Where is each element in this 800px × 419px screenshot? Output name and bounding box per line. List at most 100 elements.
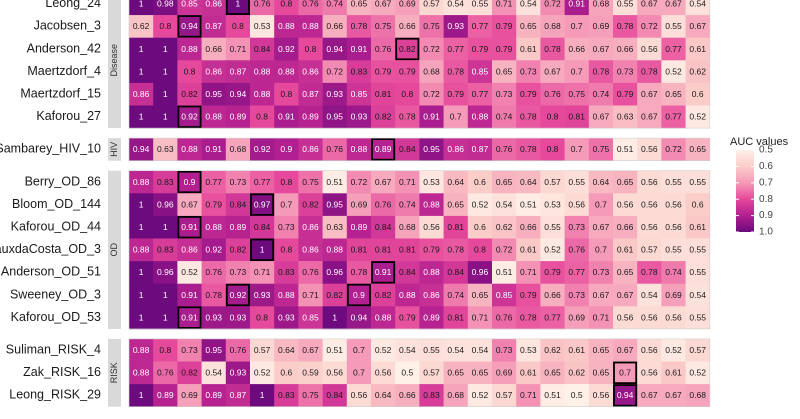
cell-value-label: 0.6 xyxy=(692,199,704,209)
cell-value-label: 0.56 xyxy=(665,199,682,209)
heatmap-cell xyxy=(613,238,638,262)
heatmap-cell xyxy=(177,37,202,61)
heatmap-cell xyxy=(540,283,565,307)
cell-value-label: 0.72 xyxy=(496,245,513,255)
heatmap-cell xyxy=(225,283,251,307)
cell-value-label: 0.72 xyxy=(423,44,440,54)
cell-value-label: 0.77 xyxy=(665,44,682,54)
cell-value-label: 0.67 xyxy=(593,44,610,54)
cell-value-label: 0.85 xyxy=(302,312,319,322)
heatmap-cell xyxy=(322,338,348,362)
heatmap-cell xyxy=(395,60,420,84)
cell-value-label: 0.87 xyxy=(205,21,222,31)
cell-value-label: 0.71 xyxy=(496,0,513,9)
heatmap-cell xyxy=(201,283,227,307)
heatmap-cell xyxy=(177,138,202,161)
heatmap-cell xyxy=(419,37,444,61)
cell-value-label: 0.71 xyxy=(472,312,489,322)
heatmap-cell xyxy=(250,283,275,307)
cell-value-label: 0.77 xyxy=(254,177,271,187)
heatmap-cell xyxy=(274,238,299,262)
cell-value-label: 0.74 xyxy=(399,199,416,209)
heatmap-cell xyxy=(467,170,493,194)
heatmap-cell xyxy=(516,105,541,129)
heatmap-cell xyxy=(492,60,517,84)
row-label: Leong_24 xyxy=(45,0,101,10)
heatmap-cell xyxy=(564,60,590,84)
heatmap-cell xyxy=(250,261,275,284)
cell-value-label: 1 xyxy=(163,66,168,76)
cell-value-label: 0.5 xyxy=(401,368,413,378)
cell-value-label: 0.82 xyxy=(375,112,392,122)
heatmap-cell xyxy=(346,338,372,362)
cell-value-label: 0.69 xyxy=(593,21,610,31)
heatmap-cell xyxy=(129,338,154,362)
cell-value-label: 0.81 xyxy=(351,245,368,255)
heatmap-cell xyxy=(588,193,614,217)
cell-value-label: 0.79 xyxy=(399,66,416,76)
colorbar-tick-label: 0.5 xyxy=(759,145,773,156)
heatmap-cell xyxy=(516,193,541,217)
heatmap-cell xyxy=(637,0,662,16)
heatmap-grid: Disease Leong_24 1 0.98 0.85 0.86 1 0.76 0.8 0.76… xyxy=(0,0,711,407)
cell-value-label: 0.54 xyxy=(447,0,464,9)
cell-value-label: 0.81 xyxy=(375,89,392,99)
heatmap-cell xyxy=(346,0,372,16)
heatmap-cell xyxy=(588,215,614,239)
heatmap-cell xyxy=(540,261,565,284)
heatmap-cell xyxy=(250,15,275,38)
cell-value-label: 0.84 xyxy=(230,199,247,209)
heatmap-cell xyxy=(661,170,686,194)
heatmap-cell xyxy=(371,283,396,307)
heatmap-cell xyxy=(467,193,493,217)
cell-value-label: 0.6 xyxy=(474,177,486,187)
heatmap-cell xyxy=(322,193,348,217)
heatmap-cell xyxy=(419,261,444,284)
cell-value-label: 0.56 xyxy=(351,390,368,400)
heatmap-cell xyxy=(540,238,565,262)
heatmap-cell xyxy=(129,0,154,16)
cell-value-label: 0.91 xyxy=(181,312,198,322)
cell-value-label: 0.51 xyxy=(326,177,343,187)
heatmap-cell xyxy=(564,361,590,385)
heatmap-cell xyxy=(637,338,662,362)
heatmap-cell xyxy=(250,82,275,106)
heatmap-cell xyxy=(129,138,154,161)
cell-value-label: 0.78 xyxy=(520,312,537,322)
cell-value-label: 0.88 xyxy=(375,312,392,322)
heatmap-cell xyxy=(661,82,686,106)
heatmap-cell xyxy=(637,306,662,330)
heatmap-cell xyxy=(274,361,299,385)
heatmap-cell xyxy=(613,82,638,106)
heatmap-cell xyxy=(395,238,420,262)
cell-value-label: 0.6 xyxy=(692,89,704,99)
cell-value-label: 0.67 xyxy=(375,177,392,187)
cell-value-label: 0.55 xyxy=(423,345,440,355)
heatmap-cell xyxy=(177,105,202,129)
panel-border xyxy=(128,170,711,330)
cell-value-label: 0.85 xyxy=(472,66,489,76)
heatmap-cell xyxy=(153,384,178,407)
cell-value-label: 0.81 xyxy=(447,312,464,322)
heatmap-cell xyxy=(443,215,469,239)
heatmap-cell xyxy=(419,361,444,385)
heatmap-cell xyxy=(250,0,275,16)
heatmap-cell xyxy=(250,60,275,84)
cell-value-label: 0.7 xyxy=(280,199,292,209)
heatmap-cell xyxy=(467,238,493,262)
heatmap-cell xyxy=(467,138,493,161)
heatmap-cell xyxy=(225,384,251,407)
cell-value-label: 0.8 xyxy=(159,21,171,31)
heatmap-cell xyxy=(516,283,541,307)
cell-value-label: 0.67 xyxy=(375,0,392,9)
cell-value-label: 0.82 xyxy=(326,290,343,300)
heatmap-cell xyxy=(201,215,227,239)
cell-value-label: 0.66 xyxy=(617,44,634,54)
heatmap-cell xyxy=(516,0,541,16)
heatmap-cell xyxy=(201,193,227,217)
row-label: Jacobsen_3 xyxy=(34,19,101,33)
heatmap-cell xyxy=(346,170,372,194)
cell-value-label: 0.75 xyxy=(302,177,319,187)
heatmap-cell xyxy=(661,193,686,217)
colorbar-legend: AUC values 0.5 0.6 0.7 0.8 0.9 1.0 xyxy=(730,136,789,238)
